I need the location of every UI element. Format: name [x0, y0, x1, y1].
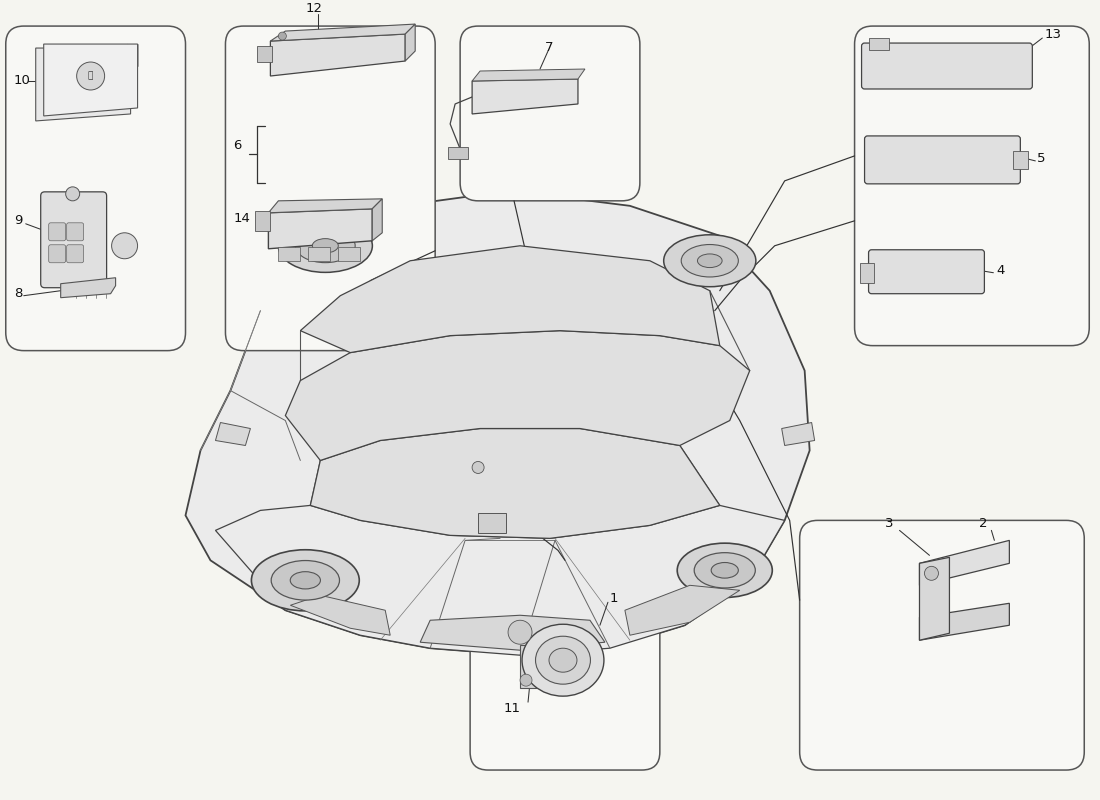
- Text: 2: 2: [979, 517, 988, 530]
- Bar: [1013, 151, 1028, 169]
- Ellipse shape: [536, 636, 591, 684]
- Polygon shape: [44, 44, 138, 116]
- Text: 13: 13: [1044, 27, 1061, 41]
- Text: 1: 1: [609, 592, 618, 605]
- Text: ⫶: ⫶: [88, 71, 94, 81]
- FancyBboxPatch shape: [470, 560, 660, 770]
- Ellipse shape: [272, 561, 340, 600]
- Polygon shape: [472, 69, 585, 81]
- Circle shape: [77, 62, 104, 90]
- Polygon shape: [420, 615, 605, 650]
- Polygon shape: [285, 330, 750, 461]
- Polygon shape: [520, 646, 536, 688]
- Polygon shape: [271, 34, 405, 76]
- Ellipse shape: [312, 238, 339, 253]
- Ellipse shape: [522, 624, 604, 696]
- Bar: [478, 514, 506, 534]
- Ellipse shape: [681, 245, 738, 277]
- Bar: [308, 246, 330, 261]
- Bar: [448, 147, 469, 159]
- Text: 7: 7: [544, 41, 553, 54]
- Text: 4: 4: [997, 264, 1004, 278]
- Polygon shape: [268, 209, 372, 249]
- Text: 9: 9: [13, 214, 22, 227]
- Polygon shape: [920, 558, 949, 640]
- Bar: [339, 246, 361, 261]
- FancyBboxPatch shape: [48, 223, 66, 241]
- Circle shape: [66, 187, 79, 201]
- Text: 14: 14: [233, 212, 251, 226]
- Text: 3: 3: [884, 517, 893, 530]
- Ellipse shape: [712, 562, 738, 578]
- FancyBboxPatch shape: [460, 26, 640, 201]
- FancyBboxPatch shape: [861, 43, 1032, 89]
- FancyBboxPatch shape: [67, 223, 84, 241]
- Ellipse shape: [697, 254, 722, 267]
- Circle shape: [472, 462, 484, 474]
- Ellipse shape: [278, 219, 373, 272]
- Polygon shape: [186, 191, 810, 655]
- Circle shape: [508, 620, 532, 644]
- Ellipse shape: [663, 234, 756, 286]
- Ellipse shape: [290, 572, 320, 589]
- Polygon shape: [268, 199, 382, 213]
- Ellipse shape: [678, 543, 772, 598]
- Circle shape: [278, 32, 286, 40]
- Ellipse shape: [549, 648, 578, 672]
- FancyBboxPatch shape: [800, 520, 1085, 770]
- Text: 12: 12: [306, 2, 322, 14]
- Polygon shape: [290, 595, 390, 635]
- Text: 6: 6: [233, 139, 242, 153]
- Circle shape: [520, 674, 532, 686]
- Bar: [255, 211, 271, 230]
- FancyBboxPatch shape: [869, 250, 984, 294]
- Text: 11: 11: [503, 702, 520, 714]
- Ellipse shape: [296, 229, 355, 262]
- Polygon shape: [405, 24, 415, 61]
- Polygon shape: [300, 246, 719, 353]
- Ellipse shape: [252, 550, 360, 611]
- FancyBboxPatch shape: [67, 245, 84, 262]
- Polygon shape: [472, 79, 578, 114]
- FancyBboxPatch shape: [855, 26, 1089, 346]
- Polygon shape: [216, 506, 784, 655]
- Bar: [859, 262, 873, 282]
- Polygon shape: [310, 429, 719, 538]
- Polygon shape: [216, 422, 251, 446]
- FancyBboxPatch shape: [226, 26, 436, 350]
- FancyBboxPatch shape: [6, 26, 186, 350]
- Circle shape: [924, 566, 938, 580]
- Polygon shape: [920, 603, 1010, 640]
- FancyBboxPatch shape: [41, 192, 107, 288]
- FancyBboxPatch shape: [48, 245, 66, 262]
- Polygon shape: [60, 278, 116, 298]
- Polygon shape: [782, 422, 815, 446]
- Circle shape: [111, 233, 138, 258]
- Bar: [257, 46, 273, 62]
- Bar: [869, 38, 889, 50]
- Text: 5: 5: [1037, 152, 1046, 166]
- Polygon shape: [271, 24, 415, 41]
- Bar: [278, 246, 300, 261]
- Text: 8: 8: [13, 287, 22, 300]
- Polygon shape: [372, 199, 382, 241]
- Polygon shape: [920, 540, 1010, 586]
- FancyBboxPatch shape: [865, 136, 1021, 184]
- Polygon shape: [625, 586, 739, 635]
- Ellipse shape: [694, 553, 756, 588]
- Text: 10: 10: [13, 74, 31, 87]
- Polygon shape: [35, 48, 131, 121]
